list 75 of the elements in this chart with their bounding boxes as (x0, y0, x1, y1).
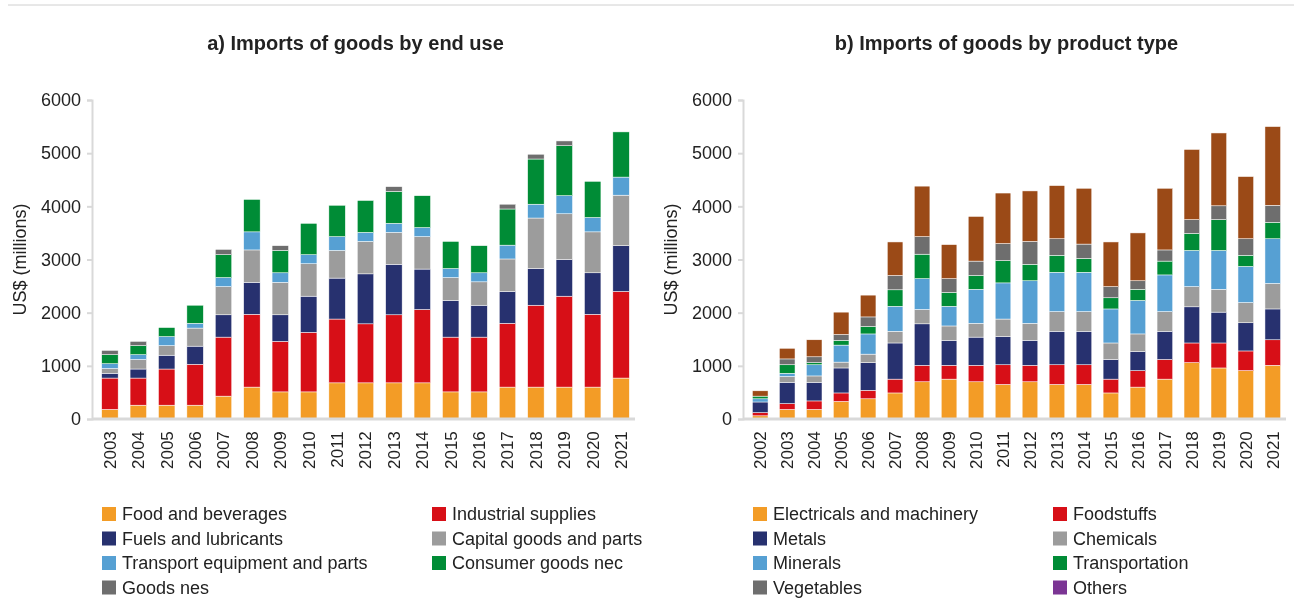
y-tick-label: 5000 (691, 143, 732, 164)
x-tick-label: 2021 (612, 431, 632, 470)
x-tick-label: 2005 (832, 431, 852, 470)
legend-label: Transport equipment and parts (122, 553, 368, 573)
chart-title: a) Imports of goods by end use (207, 32, 504, 54)
x-tick-label: 2007 (214, 431, 234, 470)
legend-label: Foodstuffs (1073, 504, 1157, 524)
x-tick-label: 2012 (356, 431, 376, 470)
legend-label: Capital goods and parts (452, 528, 643, 549)
x-tick-label: 2006 (186, 431, 206, 470)
x-tick-label: 2011 (993, 431, 1013, 468)
x-tick-label: 2016 (1128, 431, 1148, 470)
x-tick-label: 2018 (526, 431, 546, 470)
y-tick-label: 0 (721, 409, 732, 430)
x-tick-label: 2009 (940, 431, 960, 470)
legend-label: Food and beverages (122, 504, 288, 524)
x-tick-label: 2012 (1020, 431, 1040, 470)
y-tick-label: 0 (70, 409, 81, 430)
y-tick-label: 6000 (691, 90, 732, 111)
x-tick-label: 2003 (100, 431, 120, 470)
x-tick-label: 2017 (498, 431, 518, 470)
y-tick-label: 3000 (691, 249, 732, 270)
x-tick-label: 2008 (913, 431, 933, 470)
bar (779, 364, 796, 374)
legend-label: Electricals and machinery (773, 504, 979, 524)
y-tick-label: 4000 (40, 196, 81, 217)
y-tick-label: 2000 (691, 302, 732, 323)
x-tick-label: 2015 (441, 431, 461, 470)
legend-label: Industrial supplies (452, 504, 597, 524)
x-tick-label: 2013 (384, 431, 404, 470)
x-tick-label: 2010 (299, 431, 319, 470)
x-tick-label: 2006 (859, 431, 879, 470)
legend-label: Vegetables (773, 577, 863, 598)
x-tick-label: 2019 (1209, 431, 1229, 470)
y-tick-label: 3000 (40, 249, 81, 270)
legend-label: Minerals (773, 553, 842, 573)
x-tick-label: 2019 (555, 431, 575, 470)
x-tick-label: 2008 (242, 431, 262, 470)
y-tick-label: 4000 (691, 196, 732, 217)
y-axis-title: US$ (millions) (661, 203, 681, 316)
y-axis-title: US$ (millions) (10, 203, 30, 316)
x-tick-label: 2003 (778, 431, 798, 470)
bar (752, 390, 769, 397)
x-tick-label: 2004 (805, 431, 825, 470)
x-tick-label: 2015 (1101, 431, 1121, 470)
legend-label: Chemicals (1073, 528, 1158, 549)
y-tick-label: 5000 (40, 143, 81, 164)
y-tick-label: 6000 (40, 90, 81, 111)
x-tick-label: 2009 (271, 431, 291, 470)
x-tick-label: 2010 (966, 431, 986, 470)
x-tick-label: 2007 (886, 431, 906, 470)
x-tick-label: 2005 (157, 431, 177, 470)
x-tick-label: 2021 (1263, 431, 1283, 470)
x-tick-label: 2004 (129, 431, 149, 470)
y-tick-label: 2000 (40, 302, 81, 323)
x-tick-label: 2014 (1074, 431, 1094, 470)
x-tick-label: 2017 (1155, 431, 1175, 470)
legend-label: Consumer goods nec (452, 553, 624, 573)
legend-label: Fuels and lubricants (122, 528, 284, 549)
legend-label: Transportation (1073, 553, 1189, 573)
x-tick-label: 2013 (1047, 431, 1067, 470)
x-tick-label: 2020 (583, 431, 603, 470)
legend-label: Metals (773, 528, 827, 549)
x-tick-label: 2002 (751, 431, 771, 470)
x-tick-label: 2011 (328, 431, 348, 468)
x-tick-label: 2014 (413, 431, 433, 470)
legend-label: Others (1073, 577, 1128, 598)
y-tick-label: 1000 (691, 356, 732, 377)
x-tick-label: 2020 (1236, 431, 1256, 470)
x-tick-label: 2016 (470, 431, 490, 470)
legend-label: Goods nes (122, 577, 210, 598)
x-tick-label: 2018 (1182, 431, 1202, 470)
chart-title: b) Imports of goods by product type (834, 32, 1179, 54)
y-tick-label: 1000 (40, 356, 81, 377)
bar (752, 401, 769, 413)
